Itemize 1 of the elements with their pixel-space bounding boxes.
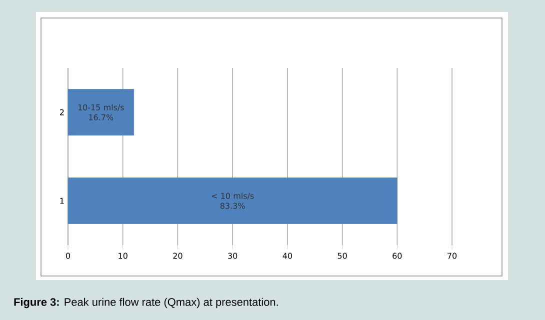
text: Figure 3: Peak urine flow rate (Qmax) at presentation. [14, 298, 278, 308]
